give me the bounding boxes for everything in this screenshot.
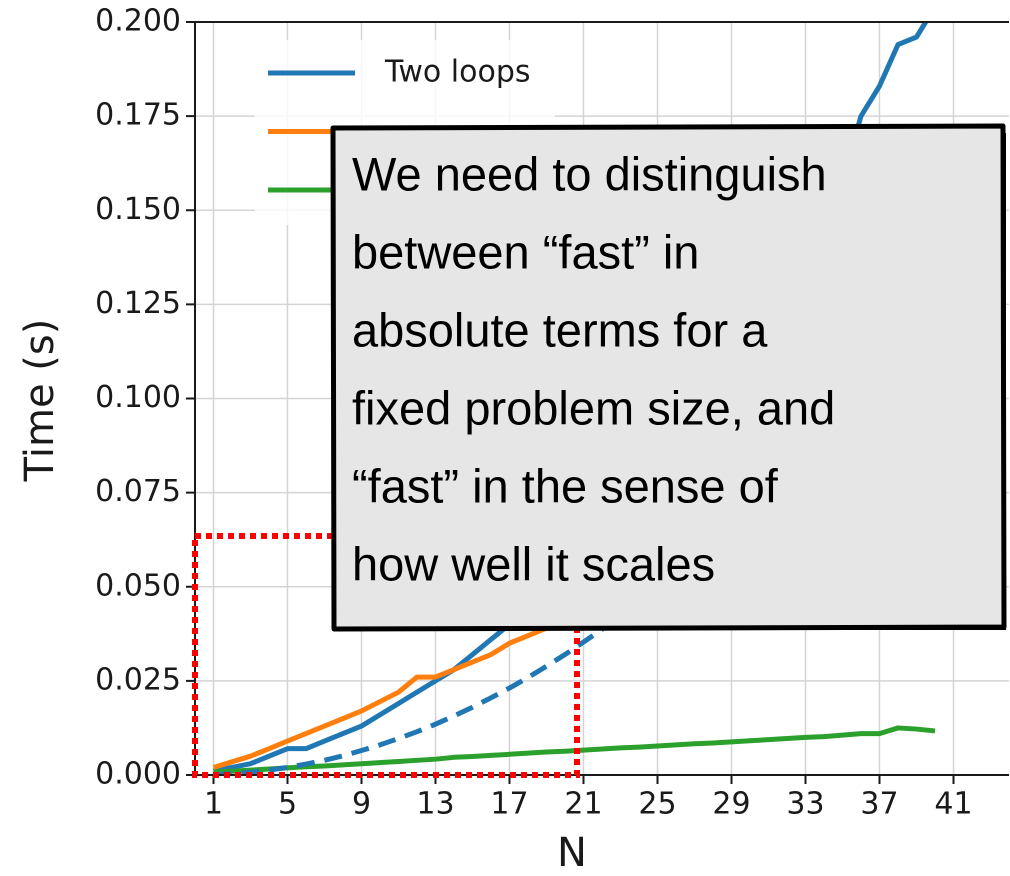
callout-text: absolute terms for a [352, 303, 768, 356]
callout-text: between “fast” in [352, 225, 699, 278]
legend-label: Two loops [384, 55, 531, 90]
x-axis-label: N [557, 830, 587, 876]
x-tick-label: 5 [278, 787, 297, 822]
axes: 0.000 0.025 0.050 0.075 0.100 0.125 0.150 0.175… [17, 4, 1009, 876]
x-tick-label: 9 [352, 787, 371, 822]
callout-text: fixed problem size, and [352, 381, 835, 434]
callout-text: We need to distinguish [352, 147, 827, 200]
y-tick-label: 0.050 [95, 568, 181, 603]
callout-text: “fast” in the sense of [352, 459, 779, 512]
callout: We need to distinguish between “fast” in a… [352, 147, 835, 590]
callout-text: how well it scales [352, 537, 715, 590]
y-tick-label: 0.150 [95, 192, 181, 227]
y-tick-label: 0.200 [95, 4, 181, 39]
x-tick-label: 21 [564, 787, 602, 822]
x-tick-label: 33 [786, 787, 824, 822]
y-tick-label: 0.175 [95, 98, 181, 133]
x-tick-label: 37 [860, 787, 898, 822]
y-tick-label: 0.025 [95, 662, 181, 697]
y-tick-label: 0.075 [95, 474, 181, 509]
callout-box [330, 123, 1007, 632]
y-tick-label: 0.100 [95, 380, 181, 415]
x-tick-label: 25 [638, 787, 676, 822]
x-tick-label: 41 [934, 787, 972, 822]
x-tick-label: 1 [204, 787, 223, 822]
x-tick-label: 17 [490, 787, 528, 822]
y-tick-label: 0.000 [95, 757, 181, 792]
x-tick-label: 29 [712, 787, 750, 822]
x-tick-label: 13 [416, 787, 454, 822]
y-axis-label: Time (s) [17, 319, 63, 483]
y-tick-label: 0.125 [95, 286, 181, 321]
